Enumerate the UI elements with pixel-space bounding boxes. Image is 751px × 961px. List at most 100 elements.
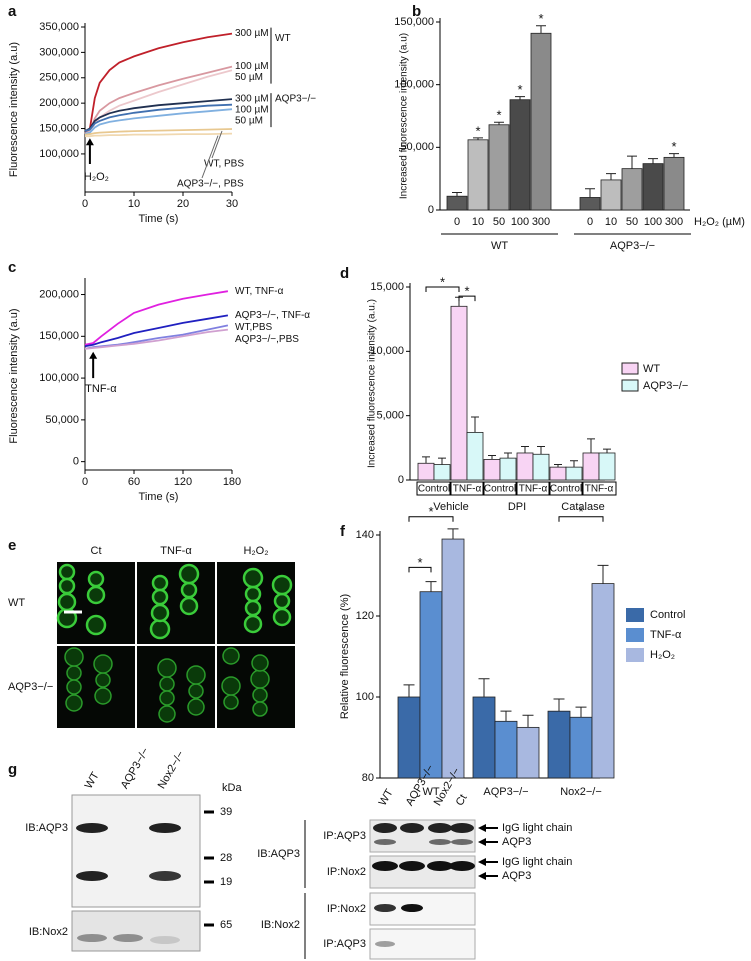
row-label: IP:Nox2	[327, 903, 366, 915]
line-series	[84, 108, 233, 135]
cell	[243, 614, 263, 634]
lane-label: WT	[83, 770, 102, 791]
error-bar	[669, 153, 679, 158]
micrograph	[137, 562, 215, 644]
legend-label: H₂O₂	[650, 649, 675, 661]
band	[399, 861, 425, 871]
band	[428, 823, 452, 833]
bar	[450, 305, 468, 481]
y-tick-label: 300,000	[39, 46, 79, 58]
bar	[530, 32, 552, 211]
x-tick-label: 100	[511, 216, 529, 228]
error-bar	[627, 155, 637, 169]
category-box	[416, 481, 452, 496]
bar	[433, 464, 451, 481]
group-label: Vehicle	[433, 501, 468, 513]
y-tick-label: 150,000	[394, 16, 434, 28]
x-tick-label: Control	[484, 484, 516, 495]
series-label: 100 µM	[235, 61, 269, 72]
bar	[472, 696, 496, 779]
leader	[201, 135, 219, 179]
bar	[441, 538, 465, 779]
error-bar	[536, 25, 546, 34]
blot	[71, 910, 201, 952]
cell	[151, 588, 169, 606]
arrow	[478, 872, 498, 880]
bar	[579, 197, 601, 211]
y-axis-label: Increased fluorescence intensity (a.u.)	[367, 299, 378, 468]
x-tick-label: 10	[472, 216, 484, 228]
bar	[488, 124, 510, 211]
y-tick-label: 120	[356, 610, 374, 622]
x-tick-label: Control	[550, 484, 582, 495]
sig-star: *	[538, 11, 543, 26]
y-tick-label: 15,000	[370, 281, 404, 293]
micrograph	[137, 646, 215, 728]
bar	[494, 720, 518, 779]
error-bar	[597, 564, 609, 584]
error-bar	[478, 678, 490, 697]
y-tick-label: 100	[356, 691, 374, 703]
line-series	[84, 69, 233, 135]
series-label: AQP3−/−, TNF-α	[235, 310, 310, 321]
row-label: WT	[8, 597, 25, 609]
group-label: Catalase	[561, 501, 604, 513]
x-tick-label: 50	[493, 216, 505, 228]
band	[375, 941, 395, 947]
cell	[58, 577, 76, 595]
bar	[549, 466, 567, 481]
x-tick-label: 50	[626, 216, 638, 228]
error-bar	[606, 173, 616, 180]
error-bar	[422, 456, 430, 464]
marker-label: 19	[220, 876, 232, 888]
cell	[151, 574, 169, 592]
legend-swatch	[626, 648, 644, 662]
cell	[86, 585, 106, 605]
band	[427, 861, 453, 871]
cell	[64, 647, 84, 667]
error-bar	[452, 191, 462, 197]
cell	[57, 592, 77, 612]
bar	[532, 453, 550, 481]
group-label: WT	[491, 240, 508, 252]
row-label: IB:AQP3	[25, 822, 68, 834]
x-tick-label: 120	[174, 476, 192, 488]
cell	[159, 690, 175, 706]
x-tick-label: 0	[82, 198, 88, 210]
cell	[252, 701, 268, 717]
arrow	[478, 858, 498, 866]
band	[372, 861, 398, 871]
error-bar	[471, 416, 479, 433]
category-box	[548, 481, 584, 496]
group-label: DPI	[508, 501, 526, 513]
x-tick-label: 20	[177, 198, 189, 210]
blot	[71, 794, 201, 908]
band	[113, 934, 143, 942]
band	[401, 904, 423, 912]
x-tick-label: 300	[665, 216, 683, 228]
error-bar	[648, 158, 658, 164]
sig-bracket	[558, 516, 604, 522]
band	[450, 823, 474, 833]
error-bar	[585, 188, 595, 198]
series-label: WT, TNF-α	[235, 286, 284, 297]
cell	[66, 665, 82, 681]
stimulus-label: TNF-α	[85, 383, 117, 395]
bar	[516, 452, 534, 481]
x-tick-label: 10	[605, 216, 617, 228]
row-label: IP:AQP3	[323, 830, 366, 842]
category-box	[449, 481, 485, 496]
x-tick-label: 60	[128, 476, 140, 488]
sig-bracket	[425, 286, 460, 292]
error-bar	[522, 714, 534, 728]
band	[400, 823, 424, 833]
sig-star: *	[578, 504, 583, 519]
sig-star: *	[440, 274, 445, 289]
series-label: WT, PBS	[204, 159, 244, 170]
x-tick-label: AQP3−/−	[483, 786, 528, 798]
group-label: AQP3−/−	[610, 240, 655, 252]
x-tick-label: 0	[587, 216, 593, 228]
arrow	[478, 838, 498, 846]
cell	[58, 563, 76, 581]
band	[374, 904, 396, 912]
